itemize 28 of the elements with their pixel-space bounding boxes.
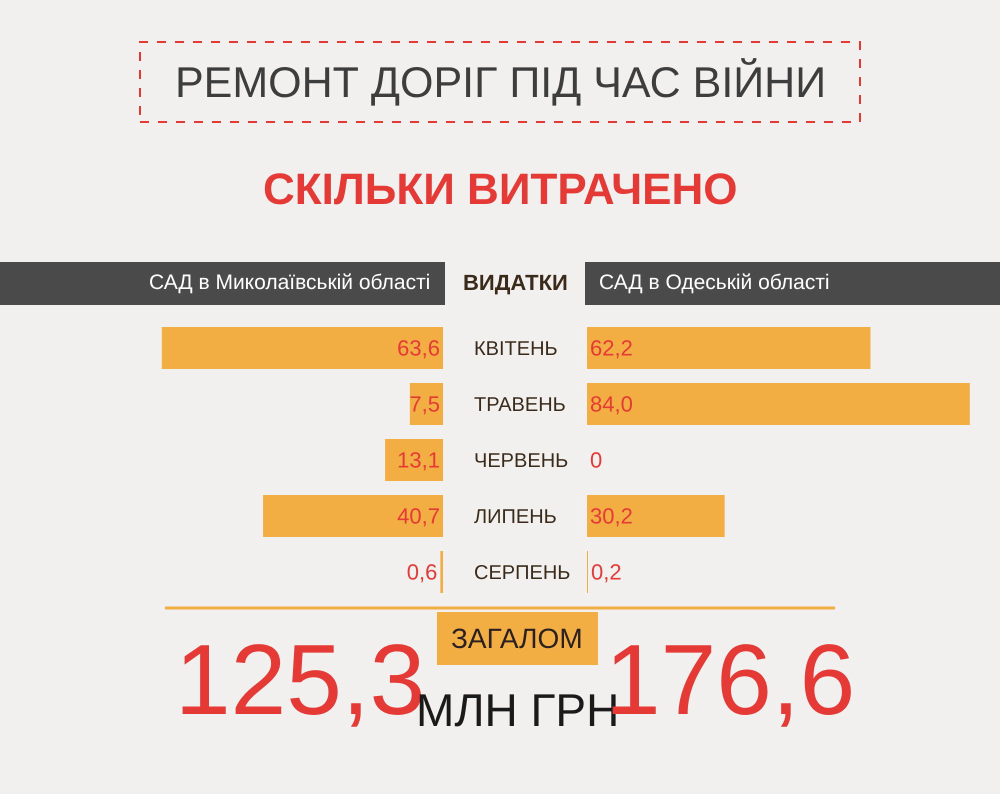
data-label: 0,2 (591, 560, 622, 584)
data-label: 0,6 (406, 560, 438, 584)
data-label: 84,0 (590, 392, 633, 416)
data-label: 0 (590, 448, 602, 472)
data-label: 40,7 (397, 504, 440, 528)
y-tick-label: ТРАВЕНЬ (474, 394, 566, 416)
chart-title: РЕМОНТ ДОРІГ ПІД ЧАС ВІЙНИ (175, 58, 826, 107)
bar (162, 327, 443, 369)
data-label: 30,2 (590, 504, 633, 528)
bar (440, 551, 443, 593)
bar (587, 327, 870, 369)
bar (587, 495, 725, 537)
y-tick-label: ЧЕРВЕНЬ (474, 450, 568, 472)
text: ЗАГАЛОМ (451, 623, 583, 654)
data-label: 63,6 (397, 336, 440, 360)
y-tick-label: ЛИПЕНЬ (474, 506, 557, 528)
x-axis-title: САД в Одеській області (599, 271, 830, 294)
data-label: 13,1 (397, 448, 440, 472)
x-axis-title: САД в Миколаївській області (149, 271, 430, 294)
data-label: 7,5 (409, 392, 440, 416)
y-axis-title: ВИДАТКИ (463, 270, 568, 295)
chart-subtitle: СКІЛЬКИ ВИТРАЧЕНО (263, 165, 738, 214)
y-tick-label: СЕРПЕНЬ (474, 562, 570, 584)
y-tick-label: КВІТЕНЬ (474, 338, 558, 360)
data-label: 62,2 (590, 336, 633, 360)
bar (385, 439, 443, 481)
bar (587, 383, 970, 425)
bar (263, 495, 443, 537)
